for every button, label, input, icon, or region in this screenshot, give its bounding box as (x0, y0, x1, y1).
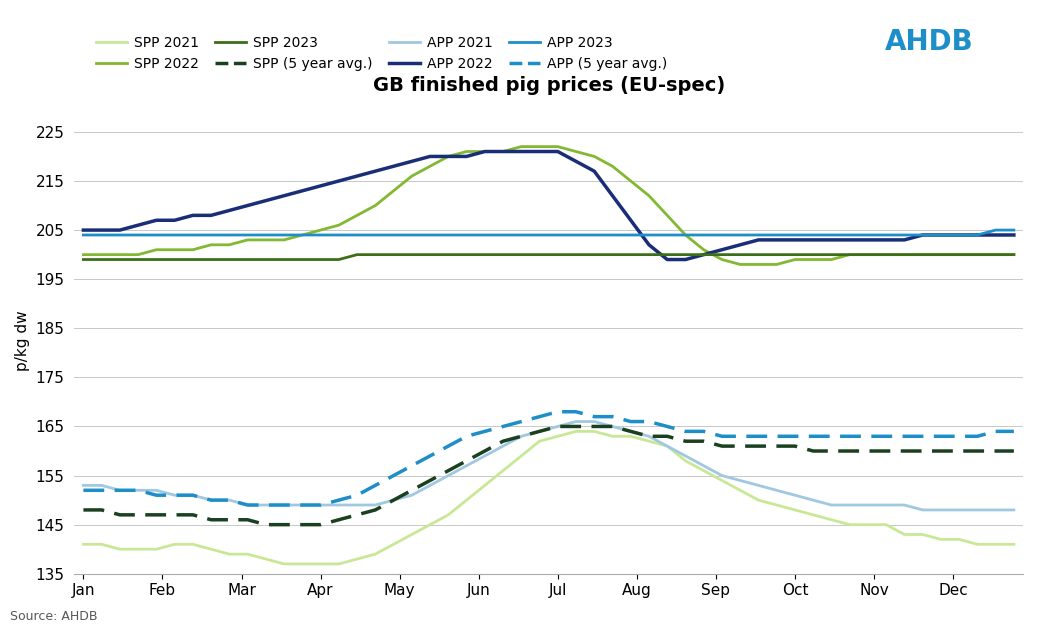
Text: AHDB: AHDB (884, 28, 974, 56)
Y-axis label: p/kg dw: p/kg dw (15, 310, 30, 371)
Text: Source: AHDB: Source: AHDB (10, 610, 98, 623)
Title: GB finished pig prices (EU-spec): GB finished pig prices (EU-spec) (373, 76, 725, 95)
Legend: SPP 2021, SPP 2022, SPP 2023, SPP (5 year avg.), APP 2021, APP 2022, APP 2023, A: SPP 2021, SPP 2022, SPP 2023, SPP (5 yea… (90, 30, 673, 76)
